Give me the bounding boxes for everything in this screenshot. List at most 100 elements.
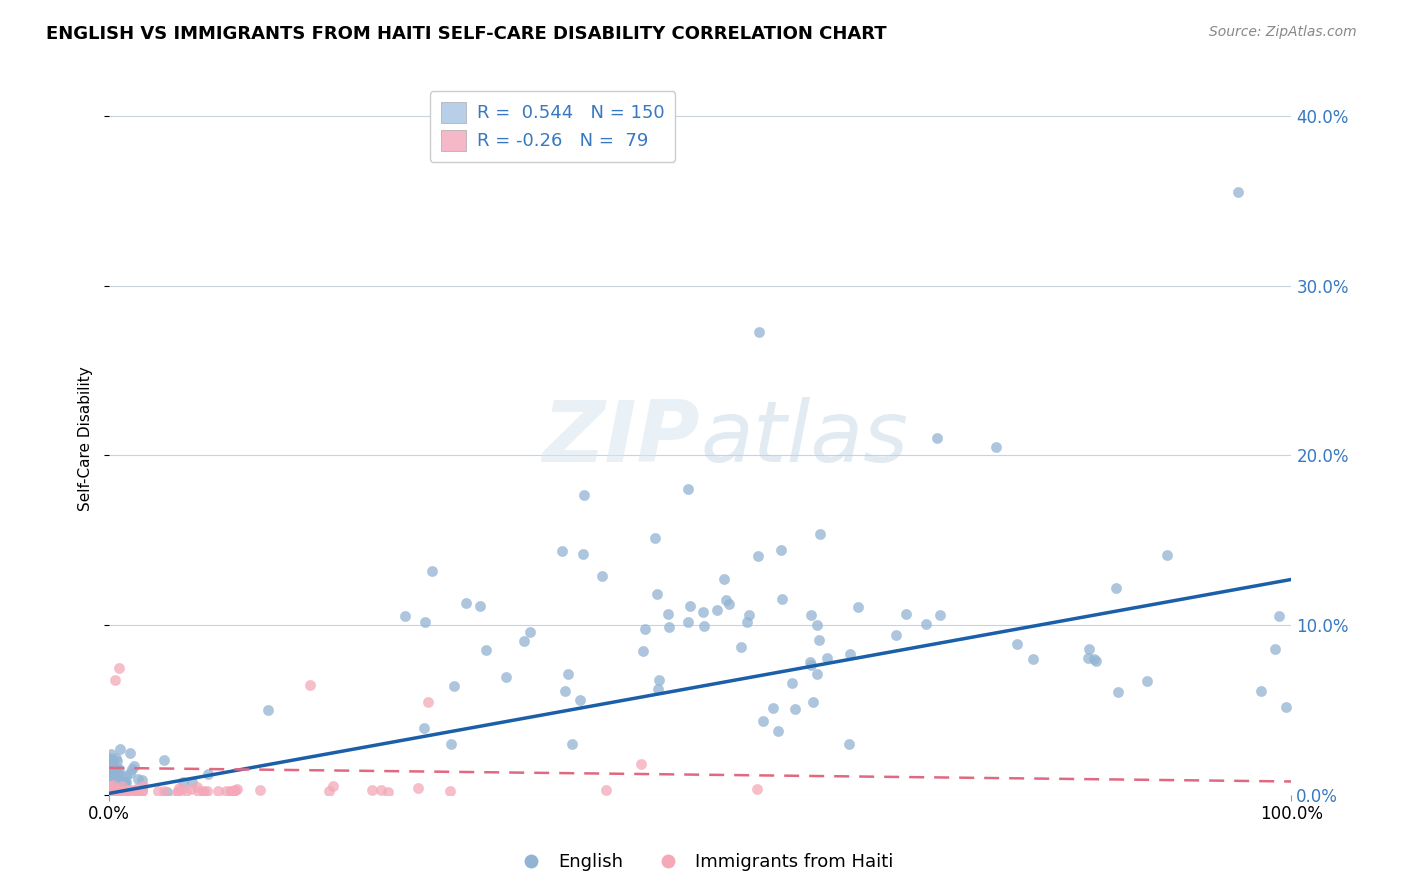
Point: [100, 784, 122, 798]
Point: [1227, 186, 1250, 200]
Point: [630, 757, 652, 772]
Point: [127, 783, 149, 797]
Point: [98, 784, 121, 798]
Point: [98, 784, 121, 798]
Point: [215, 784, 238, 798]
Point: [256, 703, 278, 717]
Point: [104, 771, 127, 785]
Point: [98, 774, 121, 789]
Point: [456, 596, 478, 610]
Point: [807, 632, 830, 647]
Point: [925, 432, 948, 446]
Point: [100, 760, 122, 774]
Point: [101, 768, 124, 782]
Point: [103, 784, 125, 798]
Point: [752, 714, 775, 728]
Point: [108, 782, 131, 797]
Point: [193, 784, 215, 798]
Point: [100, 772, 122, 786]
Point: [361, 783, 384, 797]
Point: [181, 775, 204, 789]
Point: [714, 593, 737, 607]
Point: [98, 766, 121, 780]
Point: [191, 783, 214, 797]
Point: [156, 785, 179, 799]
Point: [1078, 641, 1101, 656]
Point: [98, 782, 121, 797]
Point: [105, 763, 128, 777]
Point: [111, 779, 134, 793]
Point: [738, 608, 761, 623]
Point: [747, 549, 769, 563]
Point: [474, 642, 496, 657]
Point: [572, 547, 595, 561]
Point: [207, 784, 229, 798]
Point: [152, 783, 174, 797]
Point: [107, 661, 129, 675]
Point: [167, 784, 190, 798]
Point: [195, 784, 218, 798]
Point: [439, 784, 461, 798]
Point: [103, 778, 125, 792]
Point: [730, 640, 752, 654]
Point: [443, 679, 465, 693]
Point: [98, 780, 121, 794]
Point: [101, 754, 124, 768]
Point: [152, 753, 174, 767]
Point: [101, 754, 124, 768]
Point: [111, 784, 134, 798]
Point: [440, 737, 463, 751]
Point: [1275, 700, 1298, 714]
Point: [180, 782, 202, 797]
Point: [100, 777, 122, 791]
Point: [645, 587, 668, 601]
Point: [676, 615, 699, 630]
Point: [111, 777, 134, 791]
Point: [100, 784, 122, 798]
Point: [322, 780, 344, 794]
Point: [105, 751, 128, 765]
Point: [98, 771, 121, 785]
Point: [107, 772, 129, 786]
Point: [110, 742, 132, 756]
Point: [420, 564, 443, 578]
Point: [98, 772, 121, 787]
Point: [98, 782, 121, 797]
Point: [770, 542, 793, 557]
Point: [766, 724, 789, 739]
Point: [124, 783, 146, 797]
Point: [98, 763, 121, 777]
Point: [221, 784, 243, 798]
Point: [801, 695, 824, 709]
Point: [1156, 548, 1178, 562]
Point: [377, 784, 399, 798]
Point: [98, 776, 121, 790]
Point: [413, 722, 436, 736]
Point: [101, 783, 124, 797]
Point: [839, 647, 862, 661]
Point: [783, 702, 806, 716]
Point: [120, 746, 142, 760]
Point: [748, 325, 770, 339]
Point: [100, 762, 122, 776]
Point: [146, 783, 169, 797]
Point: [174, 784, 197, 798]
Point: [103, 776, 125, 790]
Point: [112, 784, 135, 798]
Point: [657, 607, 679, 621]
Point: [915, 617, 938, 632]
Point: [111, 783, 134, 797]
Point: [679, 599, 702, 614]
Point: [98, 767, 121, 781]
Point: [104, 773, 127, 788]
Point: [745, 781, 768, 796]
Point: [98, 784, 121, 798]
Point: [186, 780, 208, 795]
Point: [101, 764, 124, 778]
Point: [1077, 651, 1099, 665]
Y-axis label: Self-Care Disability: Self-Care Disability: [79, 366, 93, 511]
Point: [100, 776, 122, 790]
Point: [800, 658, 823, 673]
Point: [124, 783, 146, 797]
Point: [98, 782, 121, 797]
